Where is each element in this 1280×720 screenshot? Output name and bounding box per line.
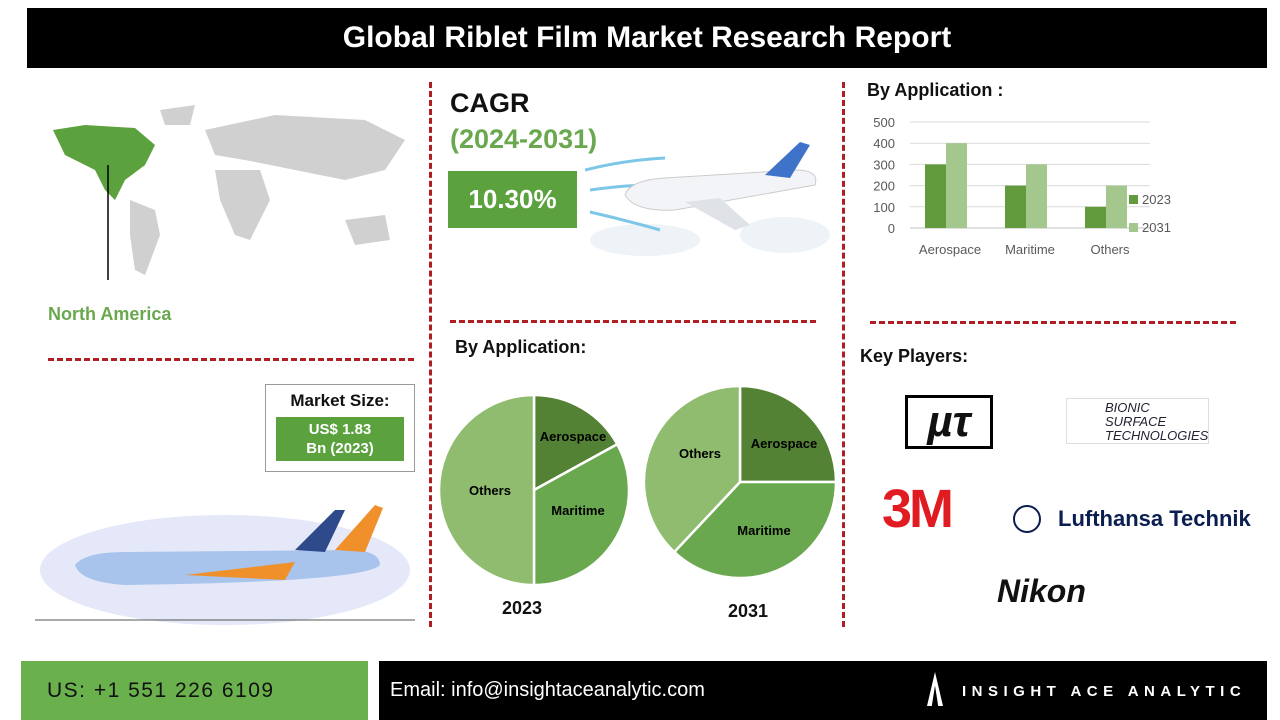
footer-bar xyxy=(379,661,1267,720)
bar-aerospace-2031 xyxy=(946,143,967,228)
pie-label: Aerospace xyxy=(540,429,606,444)
report-title: Global Riblet Film Market Research Repor… xyxy=(27,8,1267,68)
bar-maritime-2023 xyxy=(1005,185,1026,228)
divider xyxy=(429,82,432,627)
logo-bionic-surface: BIONIC SURFACE TECHNOLOGIES xyxy=(1066,398,1209,444)
bar-others-2031 xyxy=(1106,185,1127,228)
divider xyxy=(450,320,816,323)
x-tick-label: Maritime xyxy=(1005,242,1055,257)
pie-label: Maritime xyxy=(737,523,790,538)
pie-slice-aerospace xyxy=(532,393,619,493)
legend-swatch xyxy=(1129,195,1138,204)
divider xyxy=(842,82,845,627)
y-tick-label: 100 xyxy=(873,200,895,215)
y-tick-label: 0 xyxy=(888,221,895,236)
pie-charts: Aerospace Maritime Others Aerospace Maritime… xyxy=(437,385,838,587)
cagr-label: CAGR xyxy=(450,88,530,118)
y-tick-label: 500 xyxy=(873,115,895,130)
pie-label: Maritime xyxy=(551,503,604,518)
legend-label: 2031 xyxy=(1142,220,1171,235)
footer-brand: INSIGHT ACE ANALYTIC xyxy=(962,683,1247,700)
y-tick-label: 400 xyxy=(873,136,895,151)
legend-label: 2023 xyxy=(1142,192,1171,207)
flying-airplane-illustration xyxy=(585,142,830,256)
key-players-title: Key Players: xyxy=(860,346,969,366)
pie-slice-maritime xyxy=(532,442,631,587)
airplane-illustration xyxy=(35,505,415,625)
pie-label: Aerospace xyxy=(751,436,817,451)
legend-swatch xyxy=(1129,223,1138,232)
pie-label: Others xyxy=(469,483,511,498)
pie-slice-maritime xyxy=(672,480,838,580)
cagr-period: (2024-2031) xyxy=(450,124,598,154)
market-size-box: Market Size: US$ 1.83 Bn (2023) xyxy=(265,384,415,472)
x-tick-label: Others xyxy=(1090,242,1130,257)
pie-slice-aerospace xyxy=(738,385,838,484)
logo-nikon: Nikon xyxy=(997,573,1086,609)
logo-mu-tau: µτ xyxy=(905,395,993,449)
divider xyxy=(48,358,414,361)
bar-section-title: By Application : xyxy=(867,80,1004,100)
pie-slice-others xyxy=(642,385,742,554)
footer-phone: US: +1 551 226 6109 xyxy=(21,661,368,720)
bar-maritime-2031 xyxy=(1026,164,1047,228)
divider xyxy=(870,321,1236,324)
world-map xyxy=(53,105,405,280)
logo-lufthansa-technik: Lufthansa Technik xyxy=(1058,506,1251,531)
x-tick-label: Aerospace xyxy=(919,242,981,257)
y-tick-label: 300 xyxy=(873,157,895,172)
pie-2023-title: 2023 xyxy=(502,598,543,618)
pie-label: Others xyxy=(679,446,721,461)
pie-2031-title: 2031 xyxy=(728,601,769,621)
market-size-value: US$ 1.83 xyxy=(308,421,372,438)
market-size-label: Market Size: xyxy=(290,391,390,410)
market-size-year: Bn (2023) xyxy=(306,440,374,457)
bar-chart: 0 100 200 300 400 500 Aerospace Maritime Others 2… xyxy=(873,115,1171,257)
logo-3m: 3M xyxy=(882,479,954,539)
y-tick-label: 200 xyxy=(873,179,895,194)
bar-others-2023 xyxy=(1085,206,1106,228)
lufthansa-crane-icon xyxy=(1013,505,1041,533)
cagr-value: 10.30% xyxy=(448,171,577,228)
pie-section-title: By Application: xyxy=(455,337,587,357)
bar-aerospace-2023 xyxy=(925,164,946,228)
pie-slice-others xyxy=(437,393,536,587)
north-america-region xyxy=(53,125,155,200)
footer-email[interactable]: Email: info@insightaceanalytic.com xyxy=(390,679,705,701)
region-label: North America xyxy=(48,304,172,324)
